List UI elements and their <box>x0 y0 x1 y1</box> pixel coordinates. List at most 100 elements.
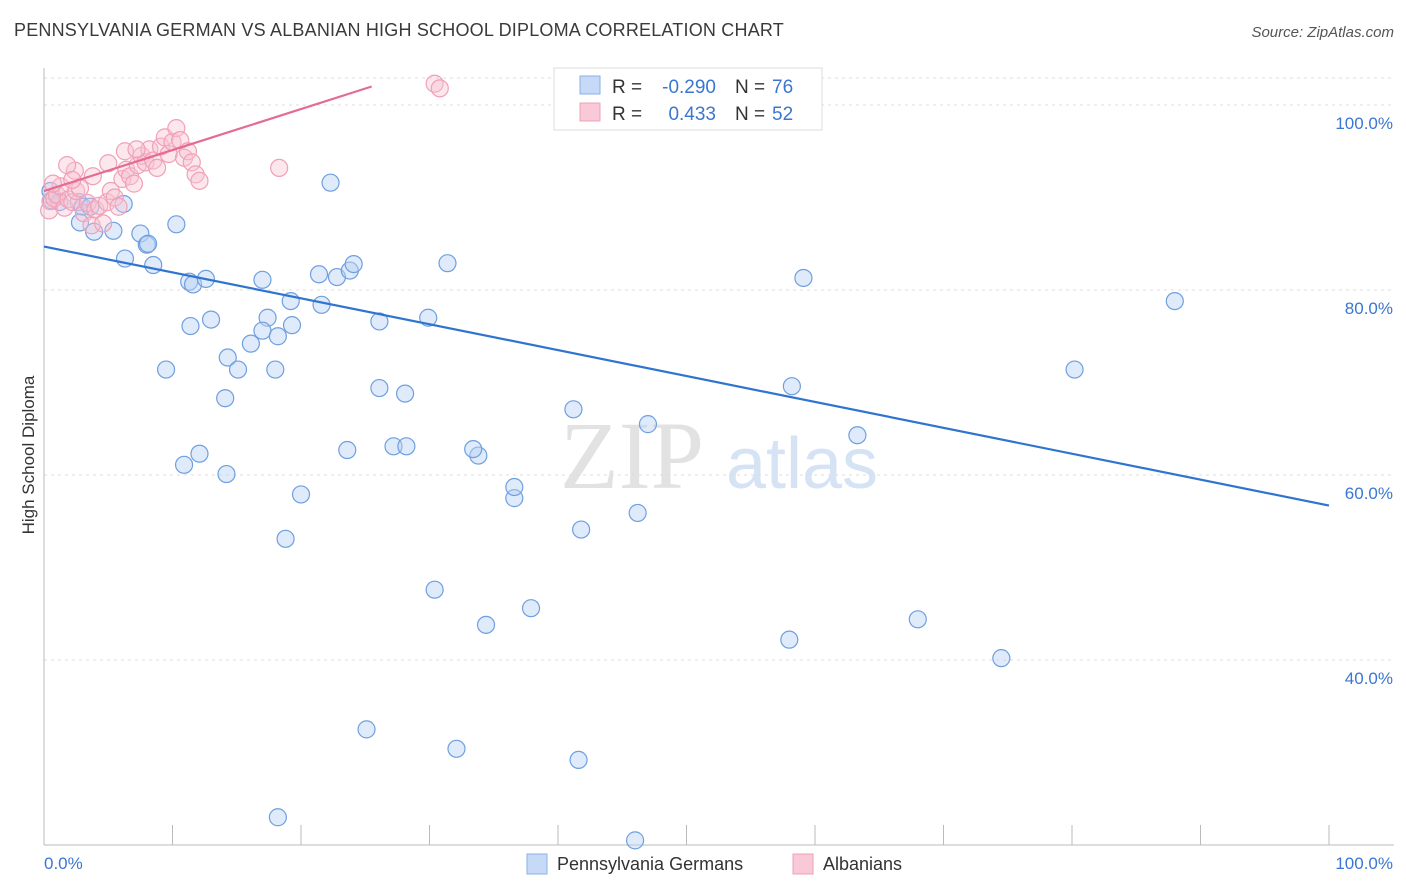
pennsylvania-germans-point <box>268 327 287 346</box>
chart-title: PENNSYLVANIA GERMAN VS ALBANIAN HIGH SCH… <box>14 20 784 40</box>
legend-blue-r-value: -0.290 <box>662 77 716 98</box>
y-axis-label: High School Diploma <box>19 375 38 534</box>
legend-blue-n-label: N = <box>735 77 765 98</box>
pennsylvania-germans-point <box>104 221 123 240</box>
watermark-atlas: atlas <box>726 424 878 504</box>
x-tick-label-max: 100.0% <box>1335 854 1393 873</box>
pennsylvania-germans-point <box>370 378 389 398</box>
legend-bottom-albanians: Albanians <box>823 854 902 874</box>
albanians-point <box>190 171 209 190</box>
albanians-point <box>99 154 118 173</box>
pennsylvania-germans-point <box>190 444 209 463</box>
pennsylvania-germans-point <box>167 215 186 234</box>
pennsylvania-germans-point <box>992 649 1011 668</box>
pennsylvania-germans-point <box>569 750 588 770</box>
pennsylvania-germans-point <box>564 400 583 419</box>
albanians-point <box>151 137 171 156</box>
pennsylvania-germans-point <box>505 477 524 497</box>
pennsylvania-germans-point <box>217 464 236 484</box>
pennsylvania-germans-point <box>425 580 444 599</box>
y-tick-label: 60.0% <box>1345 484 1393 503</box>
pennsylvania-germans-point <box>282 316 302 335</box>
pennsylvania-germans-point <box>241 334 260 353</box>
pennsylvania-germans-point <box>253 321 272 340</box>
pennsylvania-germans-point <box>521 599 541 618</box>
pennsylvania-germans-point <box>338 440 357 460</box>
pennsylvania-germans-point <box>228 360 248 379</box>
pennsylvania-germans-point <box>794 268 813 288</box>
pennsylvania-germans-points <box>41 173 1184 850</box>
legend-pink-r-value: 0.433 <box>668 104 716 125</box>
albanians-point <box>270 158 289 177</box>
pennsylvania-germans-point <box>156 360 176 379</box>
pennsylvania-germans-point <box>309 265 329 284</box>
pennsylvania-germans-point <box>370 312 389 331</box>
pennsylvania-germans-point <box>908 610 927 629</box>
pennsylvania-germans-point <box>628 503 647 523</box>
legend-pink-swatch <box>579 102 601 122</box>
x-tick-marks <box>43 825 1330 845</box>
watermark-zip: ZIP <box>560 402 704 509</box>
albanians-point <box>430 79 449 98</box>
pennsylvania-germans-point <box>397 437 416 456</box>
albanians-point <box>167 119 186 138</box>
pennsylvania-germans-point <box>138 234 158 253</box>
legend-blue-r-label: R = <box>612 77 642 98</box>
pennsylvania-germans-point <box>572 520 591 539</box>
legend-bottom-pink-swatch <box>792 853 814 875</box>
albanians-point <box>40 201 59 220</box>
pennsylvania-germans-point <box>638 415 658 434</box>
x-tick-label-min: 0.0% <box>44 854 83 873</box>
albanians-point <box>94 214 113 233</box>
legend-pink-r-label: R = <box>612 104 642 125</box>
legend-pink-n-value: 52 <box>772 104 793 125</box>
legend-bottom-blue-swatch <box>526 853 548 875</box>
pennsylvania-germans-point <box>395 384 415 403</box>
pennsylvania-germans-point <box>181 316 200 336</box>
pennsylvania-germans-point <box>268 808 287 827</box>
pennsylvania-germans-point <box>447 739 466 758</box>
pennsylvania-germans-point <box>174 455 194 474</box>
legend-top: R = -0.290 N = 76 R = 0.433 N = 52 <box>553 67 823 131</box>
albanians-point <box>63 193 82 212</box>
albanians-points <box>40 74 449 235</box>
pennsylvania-germans-point <box>218 348 237 367</box>
pennsylvania-germans-point <box>384 437 403 456</box>
pennsylvania-germans-point <box>476 615 496 634</box>
albanians-point <box>105 188 124 207</box>
y-tick-label: 100.0% <box>1335 114 1393 133</box>
pennsylvania-germans-point <box>780 630 799 649</box>
albanians-point <box>182 153 201 172</box>
albanians-point <box>109 197 128 216</box>
pennsylvania-germans-point <box>321 173 340 192</box>
pennsylvania-germans-point <box>291 485 311 504</box>
pennsylvania-germans-point <box>344 255 363 274</box>
pennsylvania-germans-point <box>137 235 156 254</box>
legend-blue-swatch <box>579 75 601 95</box>
pennsylvania-germans-trend-line <box>43 245 1330 507</box>
source-label: Source: ZipAtlas.com <box>1251 24 1394 41</box>
pennsylvania-germans-point <box>1065 360 1084 379</box>
y-tick-labels: 100.0% 80.0% 60.0% 40.0% <box>1335 114 1393 688</box>
pennsylvania-germans-point <box>312 295 331 314</box>
pennsylvania-germans-point <box>253 270 272 289</box>
pennsylvania-germans-point <box>266 360 285 379</box>
albanians-point <box>127 140 146 159</box>
albanians-point <box>115 142 135 161</box>
pennsylvania-germans-point <box>216 389 235 408</box>
pennsylvania-germans-point <box>201 310 221 329</box>
legend-bottom: Pennsylvania Germans Albanians <box>526 853 902 875</box>
y-tick-label: 80.0% <box>1345 299 1393 318</box>
pennsylvania-germans-point <box>782 377 801 396</box>
pennsylvania-germans-point <box>131 224 150 243</box>
pennsylvania-germans-point <box>848 426 867 445</box>
legend-pink-n-label: N = <box>735 104 765 125</box>
pennsylvania-germans-point <box>1165 292 1184 311</box>
pennsylvania-germans-point <box>464 440 483 459</box>
albanians-point <box>147 158 167 177</box>
pennsylvania-germans-point <box>438 254 457 273</box>
y-tick-label: 40.0% <box>1345 669 1393 688</box>
pennsylvania-germans-point <box>276 529 295 548</box>
legend-bottom-pennsylvania-germans: Pennsylvania Germans <box>557 854 743 874</box>
